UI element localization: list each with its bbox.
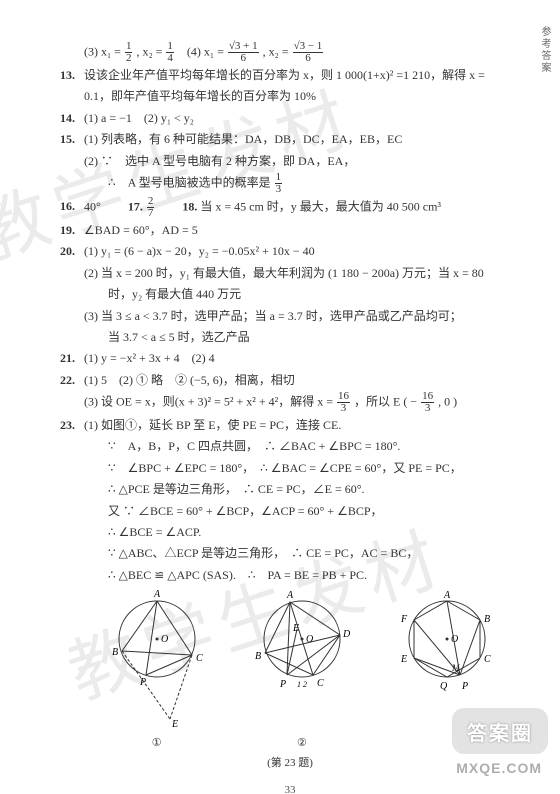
svg-text:A: A: [443, 590, 451, 601]
watermark-url: MXQE.COM: [456, 760, 542, 776]
figure-1-svg: O A B C P E: [102, 589, 212, 729]
q20-2b-text: 时，y₂ 有最大值 440 万元: [108, 284, 520, 304]
q15-2a: (2) ∵ 选中 A 型号电脑有 2 种方案，即 DA，EA，: [60, 151, 520, 171]
svg-text:E: E: [171, 719, 178, 729]
svg-text:D: D: [342, 629, 351, 640]
svg-text:Q: Q: [440, 681, 448, 692]
q15-2b-text: ∴ A 型号电脑被选中的概率是 13: [108, 172, 520, 195]
q20-3a-text: (3) 当 3 ≤ a < 3.7 时，选甲产品；当 a = 3.7 时，选甲产…: [84, 306, 520, 326]
svg-text:B: B: [112, 647, 118, 658]
svg-text:E: E: [400, 654, 407, 665]
q23-d: 又 ∵ ∠BCE = 60° + ∠BCP，∠ACP = 60° + ∠BCP，: [60, 501, 520, 521]
q20-3a: (3) 当 3 ≤ a < 3.7 时，选甲产品；当 a = 3.7 时，选甲产…: [60, 306, 520, 326]
q14-text: (1) a = −1 (2) y₁ < y₂: [84, 108, 520, 128]
q19-text: ∠BAD = 60°，AD = 5: [84, 220, 520, 240]
figure-2-label: ②: [247, 734, 357, 753]
q23-f: ∵ △ABC、△ECP 是等边三角形， ∴ CE = PC，AC = BC，: [60, 543, 520, 563]
svg-text:P: P: [139, 677, 146, 688]
q21-text: (1) y = −x² + 3x + 4 (2) 4: [84, 348, 520, 368]
q13: 13. 设该企业年产值平均每年增长的百分率为 x，则 1 000(1+x)² =…: [60, 65, 520, 85]
svg-text:P: P: [461, 681, 468, 692]
q23-b: ∵ ∠BPC + ∠EPC = 180°， ∴ ∠BAC = ∠CPE = 60…: [60, 458, 520, 478]
q15-num: 15.: [60, 129, 84, 149]
q13-num: 13.: [60, 65, 84, 85]
q19: 19. ∠BAD = 60°，AD = 5: [60, 220, 520, 240]
q14: 14. (1) a = −1 (2) y₁ < y₂: [60, 108, 520, 128]
q20-2b: 时，y₂ 有最大值 440 万元: [60, 284, 520, 304]
q19-num: 19.: [60, 220, 84, 240]
q20-2a-text: (2) 当 x = 200 时，y₁ 有最大值，最大年利润为 (1 180 − …: [84, 263, 520, 283]
figures-row: O A B C P E ① O A: [60, 589, 520, 752]
svg-text:F: F: [400, 614, 408, 625]
q20-2a: (2) 当 x = 200 时，y₁ 有最大值，最大年利润为 (1 180 − …: [60, 263, 520, 283]
q22-3: (3) 设 OE = x，则(x + 3)² = 5² + x² + 4²，解得…: [60, 391, 520, 414]
svg-text:B: B: [484, 614, 490, 625]
q13-text-b: 0.1，即年产值平均每年增长的百分率为 10%: [84, 86, 520, 106]
q21: 21. (1) y = −x² + 3x + 4 (2) 4: [60, 348, 520, 368]
figure-2-svg: O A B C D P 1 2 E: [247, 589, 357, 729]
q16-18: 16. 40° 17. 27 18. 当 x = 45 cm 时，y 最大，最大…: [60, 196, 520, 219]
q20-3b-text: 当 3.7 < a ≤ 5 时，选乙产品: [108, 327, 520, 347]
q21-num: 21.: [60, 348, 84, 368]
q12-4: (4) x₁ = √3 + 16 , x₂ = √3 − 16: [175, 41, 324, 64]
figure-2: O A B C D P 1 2 E ②: [247, 589, 357, 752]
q20-3b: 当 3.7 < a ≤ 5 时，选乙产品: [60, 327, 520, 347]
q23-0: 23. (1) 如图①，延长 BP 至 E，使 PE = PC，连接 CE.: [60, 415, 520, 435]
q22-1-text: (1) 5 (2) ① 略 ② (−5, 6)，相离，相切: [84, 370, 520, 390]
svg-text:1 2: 1 2: [297, 680, 307, 689]
q16-num: 16.: [60, 196, 84, 216]
svg-text:C: C: [196, 653, 203, 664]
q16-18-text: 40° 17. 27 18. 当 x = 45 cm 时，y 最大，最大值为 4…: [84, 196, 520, 219]
q23-c: ∴ △PCE 是等边三角形， ∴ CE = PC，∠E = 60°.: [60, 479, 520, 499]
q23-e: ∴ ∠BCE = ∠ACP.: [60, 522, 520, 542]
q20-1-text: (1) y₁ = (6 − a)x − 20，y₂ = −0.05x² + 10…: [84, 241, 520, 261]
page-number: 33: [60, 781, 520, 794]
q23-a: ∵ A，B，P，C 四点共圆， ∴ ∠BAC + ∠BPC = 180°.: [60, 436, 520, 456]
q23-0-text: (1) 如图①，延长 BP 至 E，使 PE = PC，连接 CE.: [84, 415, 520, 435]
q12-3: (3) x₁ = 12 , x₂ = 14: [84, 41, 175, 64]
q15-2a-text: (2) ∵ 选中 A 型号电脑有 2 种方案，即 DA，EA，: [84, 151, 520, 171]
svg-text:A: A: [286, 590, 294, 601]
q20-1: 20. (1) y₁ = (6 − a)x − 20，y₂ = −0.05x² …: [60, 241, 520, 261]
page-content: (3) x₁ = 12 , x₂ = 14 (4) x₁ = √3 + 16 ,…: [0, 0, 560, 794]
q15-2b: ∴ A 型号电脑被选中的概率是 13: [60, 172, 520, 195]
q20-num: 20.: [60, 241, 84, 261]
q15-1: 15. (1) 列表略，有 6 种可能结果：DA，DB，DC，EA，EB，EC: [60, 129, 520, 149]
figure-1: O A B C P E ①: [102, 589, 212, 752]
q12-fragment: (3) x₁ = 12 , x₂ = 14 (4) x₁ = √3 + 16 ,…: [60, 41, 520, 64]
svg-text:B: B: [255, 651, 261, 662]
svg-text:E: E: [292, 623, 299, 634]
q15-1-text: (1) 列表略，有 6 种可能结果：DA，DB，DC，EA，EB，EC: [84, 129, 520, 149]
q22-num: 22.: [60, 370, 84, 390]
q23-num: 23.: [60, 415, 84, 435]
svg-text:C: C: [484, 654, 491, 665]
q14-num: 14.: [60, 108, 84, 128]
q23-g: ∴ △BEC ≌ △APC (SAS). ∴ PA = BE = PB + PC…: [60, 565, 520, 585]
figure-1-label: ①: [102, 734, 212, 753]
svg-text:O: O: [161, 634, 168, 645]
stamp-badge: 答案圈: [452, 708, 548, 754]
stamp-text: 答案圈: [467, 717, 533, 746]
figure-caption: (第 23 题): [60, 754, 520, 773]
svg-text:P: P: [279, 679, 286, 690]
q22-3-text: (3) 设 OE = x，则(x + 3)² = 5² + x² + 4²，解得…: [84, 391, 520, 414]
q13-text-a: 设该企业年产值平均每年增长的百分率为 x，则 1 000(1+x)² =1 21…: [84, 65, 520, 85]
svg-text:A: A: [153, 589, 161, 600]
q22-1: 22. (1) 5 (2) ① 略 ② (−5, 6)，相离，相切: [60, 370, 520, 390]
svg-text:C: C: [317, 678, 324, 689]
q13b: 0.1，即年产值平均每年增长的百分率为 10%: [60, 86, 520, 106]
